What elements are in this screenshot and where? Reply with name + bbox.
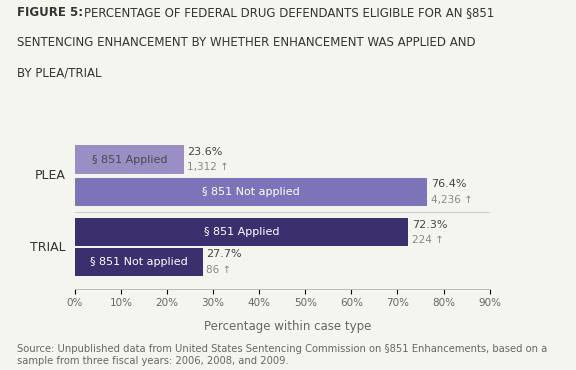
Bar	[75, 218, 408, 246]
Text: Percentage within case type: Percentage within case type	[204, 320, 372, 333]
Text: § 851 Not applied: § 851 Not applied	[202, 187, 300, 197]
Text: 23.6%: 23.6%	[187, 147, 223, 157]
Text: BY PLEA/TRIAL: BY PLEA/TRIAL	[17, 66, 102, 79]
Text: TRIAL: TRIAL	[30, 241, 66, 254]
Text: PERCENTAGE OF FEDERAL DRUG DEFENDANTS ELIGIBLE FOR AN §851: PERCENTAGE OF FEDERAL DRUG DEFENDANTS EL…	[84, 6, 494, 18]
Text: 4,236 ↑: 4,236 ↑	[431, 195, 472, 205]
Bar	[75, 178, 427, 206]
Text: 27.7%: 27.7%	[206, 249, 242, 259]
Text: § 851 Applied: § 851 Applied	[92, 155, 167, 165]
Text: 86 ↑: 86 ↑	[206, 265, 232, 275]
Text: SENTENCING ENHANCEMENT BY WHETHER ENHANCEMENT WAS APPLIED AND: SENTENCING ENHANCEMENT BY WHETHER ENHANC…	[17, 36, 476, 49]
Text: § 851 Not applied: § 851 Not applied	[90, 257, 188, 267]
Text: 76.4%: 76.4%	[431, 179, 466, 189]
Text: FIGURE 5:: FIGURE 5:	[17, 6, 88, 18]
Bar	[75, 145, 184, 174]
Text: Source: Unpublished data from United States Sentencing Commission on §851 Enhanc: Source: Unpublished data from United Sta…	[17, 344, 548, 366]
Text: 72.3%: 72.3%	[412, 219, 447, 229]
Text: PLEA: PLEA	[35, 169, 66, 182]
Text: 224 ↑: 224 ↑	[412, 235, 444, 245]
Text: § 851 Applied: § 851 Applied	[204, 228, 279, 238]
Bar	[75, 248, 203, 276]
Text: 1,312 ↑: 1,312 ↑	[187, 162, 229, 172]
